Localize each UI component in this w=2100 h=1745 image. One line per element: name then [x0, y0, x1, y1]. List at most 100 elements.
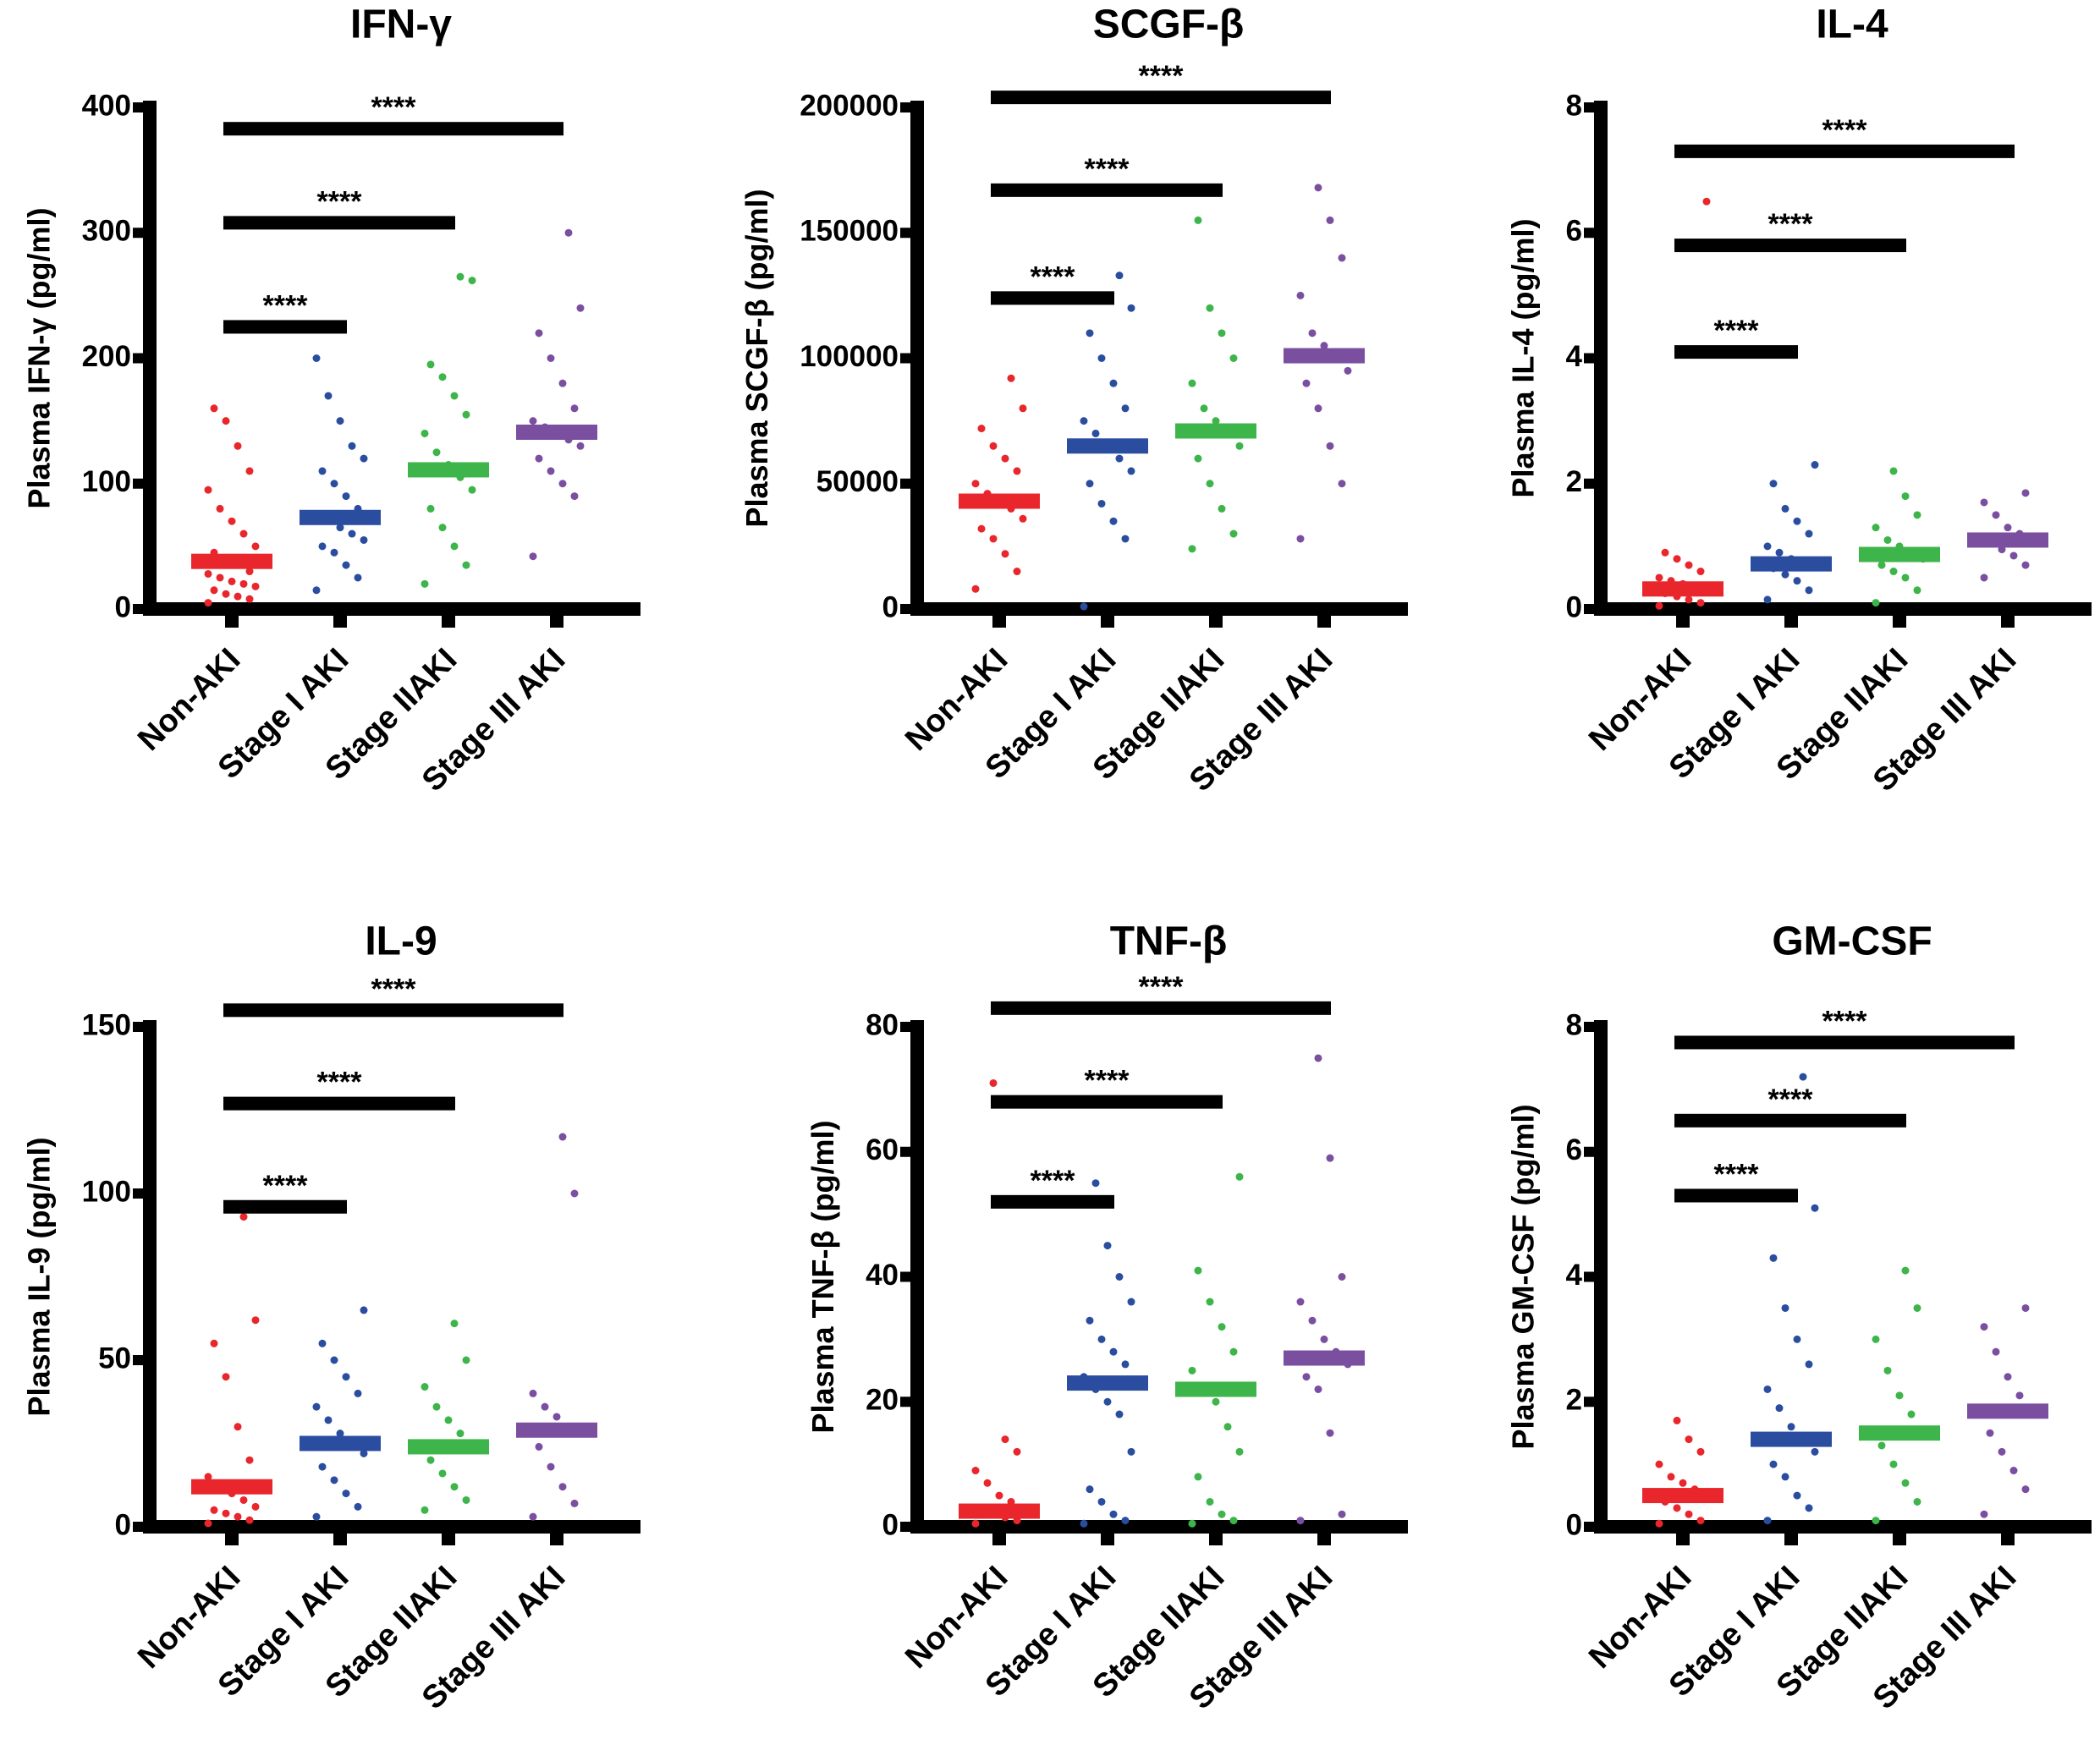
- data-point: [558, 379, 567, 387]
- data-point: [354, 1502, 362, 1511]
- data-point: [1811, 461, 1819, 469]
- data-point: [1296, 1298, 1305, 1306]
- data-point: [1302, 379, 1311, 387]
- data-point: [1872, 1517, 1880, 1525]
- data-point: [318, 1339, 327, 1347]
- data-point: [462, 561, 470, 569]
- y-tick: [900, 1271, 912, 1282]
- data-point: [1086, 1316, 1094, 1325]
- y-tick: [133, 353, 145, 364]
- data-point: [251, 542, 260, 551]
- data-point: [450, 542, 459, 551]
- data-point: [977, 524, 986, 533]
- data-point: [547, 467, 555, 475]
- mean-bar: [516, 424, 597, 440]
- data-point: [1314, 404, 1322, 413]
- y-tick: [900, 353, 912, 364]
- y-axis: [143, 1020, 157, 1534]
- y-tick-label: 0: [115, 590, 131, 623]
- data-point: [2021, 561, 2030, 569]
- data-point: [450, 1320, 459, 1328]
- data-point: [1080, 417, 1088, 425]
- data-point: [1763, 542, 1772, 551]
- x-tick: [550, 616, 563, 628]
- data-point: [1901, 1266, 1910, 1275]
- data-point: [1127, 1298, 1135, 1306]
- y-tick: [900, 1022, 912, 1032]
- data-point: [1787, 1423, 1795, 1431]
- significance-bar: [991, 1001, 1331, 1015]
- data-point: [1212, 1397, 1220, 1406]
- data-point: [1696, 568, 1705, 576]
- data-point: [2021, 489, 2030, 497]
- data-point: [450, 1483, 459, 1491]
- data-point: [312, 586, 321, 595]
- data-point: [360, 454, 368, 463]
- data-point: [1781, 1303, 1789, 1312]
- data-point: [1913, 586, 1921, 595]
- data-point: [330, 1476, 338, 1484]
- data-point: [1799, 1073, 1807, 1081]
- data-point: [421, 579, 429, 588]
- data-point: [2009, 1467, 2018, 1475]
- data-point: [1080, 602, 1088, 611]
- data-point: [426, 1456, 435, 1464]
- data-point: [1235, 1447, 1244, 1456]
- y-tick-label: 100: [82, 1175, 131, 1208]
- data-point: [239, 1213, 248, 1221]
- data-point: [971, 1467, 980, 1475]
- data-point: [983, 1479, 992, 1487]
- mean-bar: [1859, 546, 1940, 562]
- data-point: [1218, 1323, 1226, 1331]
- data-point: [354, 573, 362, 582]
- data-point: [1667, 1473, 1675, 1481]
- y-tick: [1584, 1522, 1596, 1532]
- data-point: [1696, 1447, 1705, 1456]
- data-point: [564, 228, 573, 237]
- data-point: [1296, 1517, 1305, 1525]
- y-tick-label: 8: [1566, 1008, 1582, 1041]
- significance-bar: [991, 1095, 1223, 1109]
- significance-label: ****: [1822, 1005, 1868, 1037]
- data-point: [1218, 329, 1226, 337]
- y-tick: [900, 1146, 912, 1157]
- data-point: [1781, 570, 1789, 579]
- x-tick-label: Non-AKI: [1582, 642, 1698, 758]
- data-point: [1223, 1423, 1232, 1431]
- data-point: [1308, 329, 1317, 337]
- data-point: [1314, 184, 1322, 192]
- y-tick: [1584, 228, 1596, 239]
- data-point: [468, 277, 476, 285]
- significance-bar: [1674, 239, 1906, 253]
- significance-bar: [223, 320, 347, 334]
- data-point: [1889, 1460, 1898, 1468]
- panel: TNF-β 0 20 40 60 80 Plasma TNF-β (pg/ml) Non-AK…: [805, 919, 1408, 1716]
- mean-bar: [1175, 423, 1256, 439]
- data-point: [1685, 595, 1693, 604]
- y-tick: [1584, 1271, 1596, 1282]
- significance-bar: [991, 1194, 1114, 1209]
- data-point: [342, 561, 350, 569]
- x-axis: [910, 602, 1408, 616]
- data-point: [1320, 1335, 1328, 1343]
- data-point: [535, 454, 543, 463]
- y-tick-label: 150000: [800, 215, 899, 248]
- data-point: [312, 354, 321, 362]
- y-tick-label: 20: [866, 1384, 899, 1417]
- data-point: [1793, 577, 1801, 585]
- data-point: [1763, 1385, 1772, 1393]
- data-point: [1980, 1323, 1988, 1331]
- data-point: [1320, 342, 1328, 350]
- mean-bar: [1067, 438, 1148, 454]
- y-tick-label: 100: [82, 465, 131, 498]
- data-point: [1872, 599, 1880, 607]
- data-point: [1986, 1429, 1994, 1437]
- data-point: [535, 329, 543, 337]
- y-tick: [1584, 1146, 1596, 1157]
- significance-bar: [223, 1096, 455, 1111]
- significance-label: ****: [1139, 971, 1185, 1003]
- data-point: [1338, 1510, 1346, 1518]
- data-point: [570, 1189, 579, 1198]
- data-point: [1001, 454, 1009, 463]
